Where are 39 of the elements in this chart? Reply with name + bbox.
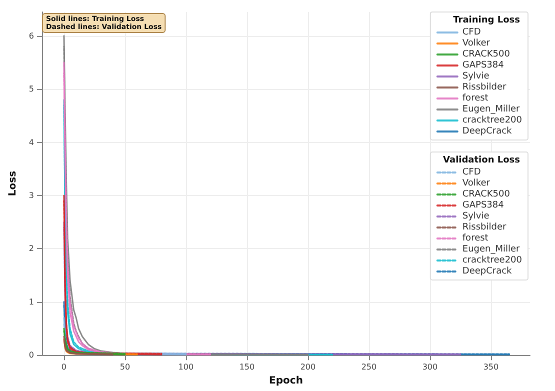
y-tick-label: 1 — [28, 297, 34, 306]
legend-label: CRACK500 — [462, 50, 510, 60]
x-axis-title: Epoch — [269, 376, 303, 386]
legend-label: Volker — [462, 178, 490, 188]
y-tick-label: 3 — [28, 191, 34, 200]
y-tick-label: 2 — [28, 244, 34, 254]
x-tick-label: 250 — [361, 362, 377, 372]
legend-label: Volker — [462, 38, 490, 48]
text: Training Loss — [453, 16, 520, 26]
legend-label: cracktree200 — [462, 256, 522, 266]
legend-label: forest — [462, 94, 489, 104]
x-tick-label: 0 — [61, 362, 66, 372]
x-tick-label: 150 — [239, 362, 255, 372]
legend-label: Rissbilder — [462, 82, 506, 92]
text: Validation Loss — [443, 156, 520, 166]
legend-label: CFD — [462, 168, 481, 178]
x-tick-label: 350 — [483, 362, 499, 372]
legend-label: Rissbilder — [462, 222, 506, 232]
y-tick-label: 5 — [28, 84, 34, 94]
legend-label: Sylvie — [462, 212, 490, 222]
legend-label: CRACK500 — [462, 190, 510, 200]
x-tick-label: 50 — [120, 362, 130, 372]
legend-label: Eugen_Miller — [462, 104, 520, 114]
x-tick-label: 300 — [422, 362, 438, 372]
legend-label: cracktree200 — [462, 116, 522, 126]
legend-label: Sylvie — [462, 72, 490, 82]
y-tick-label: 6 — [28, 31, 34, 40]
legend-label: Eugen_Miller — [462, 244, 520, 254]
legend-label: GAPS384 — [462, 200, 504, 210]
legend-label: DeepCrack — [462, 126, 513, 136]
x-tick-label: 100 — [178, 362, 194, 372]
y-tick-label: 0 — [28, 350, 34, 360]
legend-label: CFD — [462, 28, 481, 38]
legend-label: DeepCrack — [462, 266, 513, 276]
x-tick-label: 200 — [300, 362, 316, 372]
y-tick-label: 4 — [28, 138, 34, 147]
legend-label: GAPS384 — [462, 60, 504, 70]
legend-label: forest — [462, 234, 489, 244]
y-axis-title: Loss — [8, 170, 18, 196]
